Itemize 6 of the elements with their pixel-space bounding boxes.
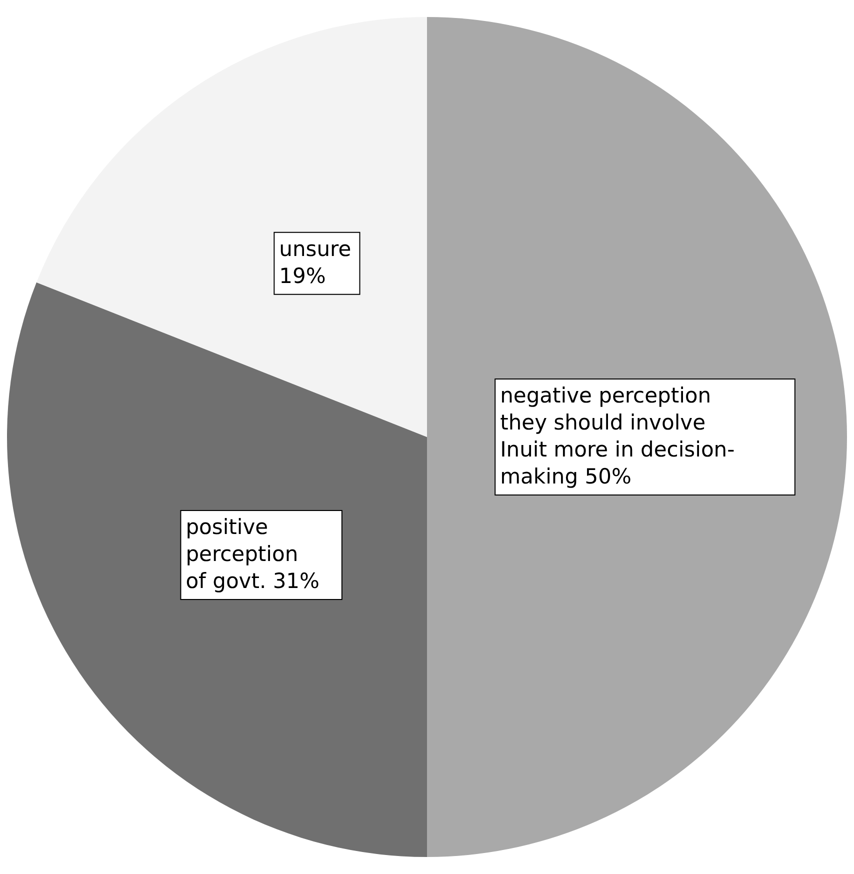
data-label: 19% xyxy=(279,264,326,288)
pie-slice xyxy=(7,282,427,857)
slice-label: unsure xyxy=(279,236,352,261)
pie-slice xyxy=(36,17,427,437)
slice-label: positive perception of govt. 31% xyxy=(186,515,320,594)
slice-label: negative perception they should involve Inuit more in decision-making 50% xyxy=(500,384,735,488)
